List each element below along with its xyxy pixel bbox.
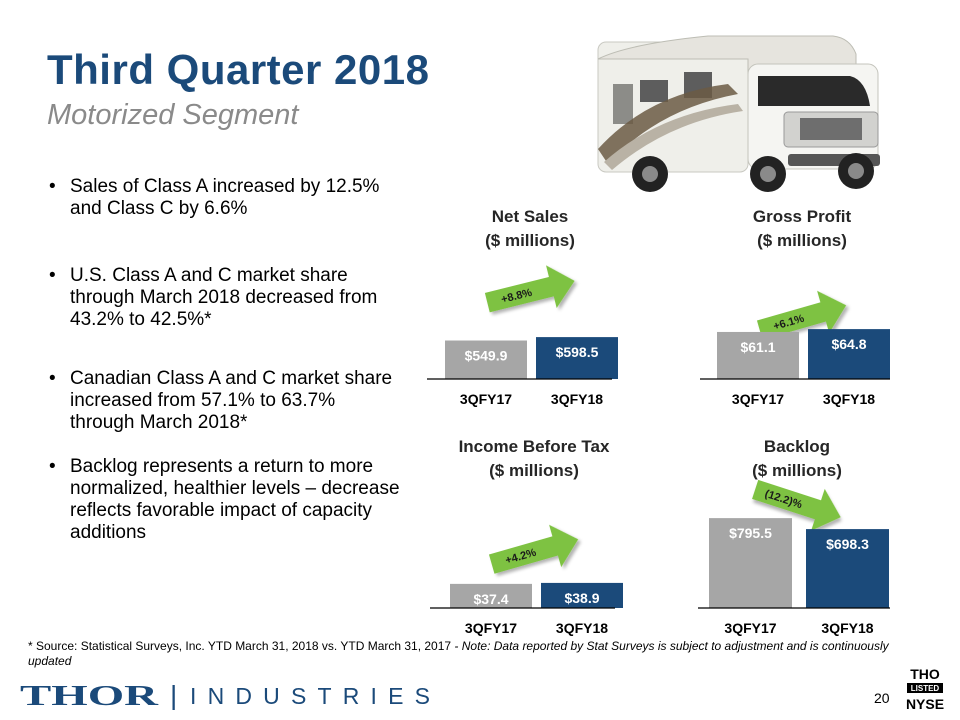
bar-value-label: $598.5 xyxy=(556,344,599,360)
logo-name: INDUSTRIES xyxy=(190,683,430,709)
nyse-listed-badge: THO LISTED NYSE xyxy=(906,666,944,712)
growth-arrow-shape xyxy=(756,290,847,340)
category-label: 3QFY18 xyxy=(556,620,608,636)
chart-title: Income Before Tax xyxy=(459,437,610,456)
bar-value-label: $698.3 xyxy=(826,536,869,552)
bullet-item: Canadian Class A and C market share incr… xyxy=(47,368,402,434)
bar xyxy=(450,583,532,608)
bullet-item: Backlog represents a return to more norm… xyxy=(47,456,402,544)
thor-industries-logo: THOR | INDUSTRIES xyxy=(20,680,430,710)
chart-title: Backlog xyxy=(764,437,830,456)
chart-subtitle: ($ millions) xyxy=(752,461,842,480)
category-label: 3QFY18 xyxy=(823,391,875,407)
bar xyxy=(717,331,799,379)
growth-arrow-shape xyxy=(488,524,579,574)
page-number: 20 xyxy=(874,690,890,706)
footnote: * Source: Statistical Surveys, Inc. YTD … xyxy=(28,639,893,669)
nyse-ticker: THO xyxy=(910,666,940,682)
category-label: 3QFY18 xyxy=(551,391,603,407)
growth-arrow: +6.1% xyxy=(756,290,847,340)
growth-arrow: (12.2)% xyxy=(752,479,841,531)
category-label: 3QFY17 xyxy=(732,391,784,407)
bullet-item: Sales of Class A increased by 12.5% and … xyxy=(47,176,402,220)
bullet-item: U.S. Class A and C market share through … xyxy=(47,265,402,331)
bar xyxy=(445,340,527,379)
growth-arrow: +8.8% xyxy=(484,265,575,313)
bar xyxy=(541,582,623,608)
growth-arrow: +4.2% xyxy=(488,524,579,574)
growth-arrow-shape xyxy=(484,265,575,313)
footnote-note: - Note: Data reported by Stat Surveys is… xyxy=(28,639,889,668)
bar-value-label: $38.9 xyxy=(564,590,599,606)
page-title: Third Quarter 2018 xyxy=(47,46,430,93)
category-label: 3QFY17 xyxy=(724,620,776,636)
category-label: 3QFY17 xyxy=(465,620,517,636)
category-label: 3QFY18 xyxy=(821,620,873,636)
bar xyxy=(536,337,618,379)
bar xyxy=(808,329,890,379)
bar-value-label: $795.5 xyxy=(729,525,772,541)
page-subtitle: Motorized Segment xyxy=(47,99,299,131)
nyse-listed: LISTED xyxy=(911,684,940,693)
chart-subtitle: ($ millions) xyxy=(489,461,579,480)
category-label: 3QFY17 xyxy=(460,391,512,407)
bar xyxy=(709,518,792,608)
bar-value-label: $61.1 xyxy=(740,339,775,355)
logo-brand: THOR xyxy=(20,681,159,710)
chart-subtitle: ($ millions) xyxy=(485,231,575,250)
footnote-source: * Source: Statistical Surveys, Inc. YTD … xyxy=(28,639,452,653)
nyse-exchange: NYSE xyxy=(906,696,944,712)
bar xyxy=(806,529,889,608)
chart-subtitle: ($ millions) xyxy=(757,231,847,250)
chart-title: Gross Profit xyxy=(753,207,852,226)
motorhome-image xyxy=(597,35,880,192)
bar-value-label: $64.8 xyxy=(831,336,866,352)
bar-value-label: $549.9 xyxy=(465,348,508,364)
bullet-list: Sales of Class A increased by 12.5% and … xyxy=(47,176,402,544)
chart-title: Net Sales xyxy=(492,207,569,226)
bar-value-label: $37.4 xyxy=(473,591,508,607)
logo-divider: | xyxy=(170,680,177,710)
growth-arrow-shape xyxy=(752,479,841,531)
